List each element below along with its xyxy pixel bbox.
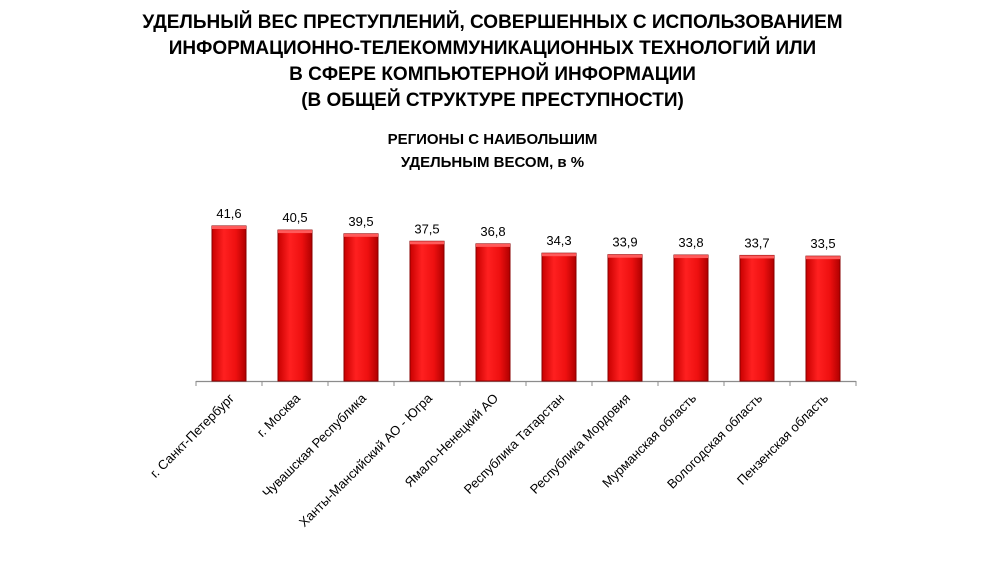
data-label: 36,8	[480, 224, 505, 239]
data-label: 40,5	[282, 210, 307, 225]
chart-subtitle: РЕГИОНЫ С НАИБОЛЬШИМ УДЕЛЬНЫМ ВЕСОМ, в %	[0, 128, 985, 174]
bar-top-highlight	[212, 226, 246, 229]
subtitle-line-2: УДЕЛЬНЫМ ВЕСОМ, в %	[400, 154, 585, 171]
bar-top-highlight	[278, 230, 312, 234]
bar-top-highlight	[806, 256, 840, 260]
category-label: г. Москва	[254, 390, 304, 440]
bar-top-highlight	[740, 255, 774, 259]
title-line-1: УДЕЛЬНЫЙ ВЕС ПРЕСТУПЛЕНИЙ, СОВЕРШЕННЫХ С…	[142, 12, 843, 33]
bar	[607, 254, 643, 382]
bar	[343, 233, 379, 382]
data-label: 33,8	[678, 235, 703, 250]
bar	[739, 254, 775, 382]
title-line-3: В СФЕРЕ КОМПЬЮТЕРНОЙ ИНФОРМАЦИИ	[289, 64, 696, 85]
category-label: г. Санкт-Петербург	[147, 390, 237, 480]
data-label: 33,5	[810, 236, 835, 251]
bar	[805, 255, 841, 382]
bar	[541, 252, 577, 382]
data-label: 41,6	[216, 206, 241, 221]
data-label: 34,3	[546, 233, 571, 248]
bar-top-highlight	[344, 233, 378, 237]
data-label: 33,7	[744, 235, 769, 250]
data-label: 33,9	[612, 235, 637, 250]
title-line-2: ИНФОРМАЦИОННО-ТЕЛЕКОММУНИКАЦИОННЫХ ТЕХНО…	[168, 38, 817, 59]
bar-top-highlight	[476, 243, 510, 247]
bar-top-highlight	[410, 241, 444, 245]
bar	[211, 225, 247, 382]
bar	[673, 254, 709, 382]
bar	[277, 229, 313, 382]
data-label: 37,5	[414, 221, 439, 236]
bar	[409, 240, 445, 382]
category-label: Ханты-Мансийский АО - Югра	[296, 390, 436, 530]
title-line-4: (В ОБЩЕЙ СТРУКТУРЕ ПРЕСТУПНОСТИ)	[301, 90, 684, 111]
bar	[475, 243, 511, 382]
subtitle-line-1: РЕГИОНЫ С НАИБОЛЬШИМ	[387, 131, 598, 148]
data-label: 39,5	[348, 214, 373, 229]
bar-top-highlight	[542, 253, 576, 257]
bar-top-highlight	[608, 254, 642, 258]
bar-top-highlight	[674, 255, 708, 259]
chart-title: УДЕЛЬНЫЙ ВЕС ПРЕСТУПЛЕНИЙ, СОВЕРШЕННЫХ С…	[0, 10, 985, 114]
